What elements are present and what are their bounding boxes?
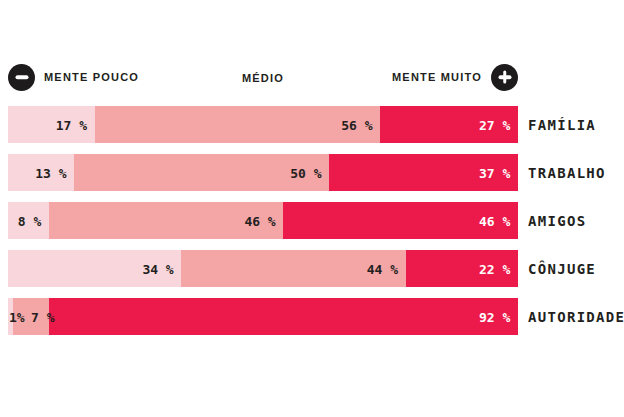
legend-group-high: MENTE MUITO — [392, 64, 518, 91]
value-label: 44 % — [367, 261, 398, 276]
category-label: CÔNJUGE — [528, 261, 596, 277]
minus-icon — [8, 64, 35, 91]
category-label: FAMÍLIA — [528, 117, 596, 133]
legend: MÉDIO MENTE POUCO MENTE MUITO — [8, 63, 518, 91]
chart-row: 13 % 50 % 37 % TRABALHO — [8, 154, 624, 191]
stacked-bar: 13 % 50 % 37 % — [8, 154, 518, 191]
chart-row: 8 % 46 % 46 % AMIGOS — [8, 202, 624, 239]
stacked-bar: 34 % 44 % 22 % — [8, 250, 518, 287]
value-label: 7 % — [31, 309, 54, 324]
value-label: 92 % — [479, 309, 510, 324]
legend-label-medio: MÉDIO — [242, 72, 284, 84]
value-label: 17 % — [56, 117, 87, 132]
value-label: 37 % — [479, 165, 510, 180]
legend-group-low: MENTE POUCO — [8, 64, 139, 91]
plus-icon — [491, 64, 518, 91]
bar-rows: 17 % 56 % 27 % FAMÍLIA 13 % 50 % 37 % TRABALHO 8… — [8, 106, 624, 346]
category-label: AUTORIDADES — [528, 309, 624, 325]
value-label: 50 % — [290, 165, 321, 180]
value-label: 22 % — [479, 261, 510, 276]
value-label: 13 % — [35, 165, 66, 180]
chart-row: 17 % 56 % 27 % FAMÍLIA — [8, 106, 624, 143]
legend-label-mente-pouco: MENTE POUCO — [44, 71, 139, 83]
value-label: 1% — [9, 309, 25, 324]
value-label: 34 % — [142, 261, 173, 276]
category-label: AMIGOS — [528, 213, 586, 229]
stacked-bar: 8 % 46 % 46 % — [8, 202, 518, 239]
bar-segment-high — [49, 298, 518, 335]
value-label: 8 % — [18, 213, 41, 228]
stacked-bar: 17 % 56 % 27 % — [8, 106, 518, 143]
stacked-bar: 1% 7 % 92 % — [8, 298, 518, 335]
bar-segment-mid — [95, 106, 381, 143]
value-label: 56 % — [341, 117, 372, 132]
value-label: 27 % — [479, 117, 510, 132]
value-label: 46 % — [244, 213, 275, 228]
infographic-stacked-bar-chart: MÉDIO MENTE POUCO MENTE MUITO 17 % 56 % 27… — [0, 0, 624, 417]
chart-row: 34 % 44 % 22 % CÔNJUGE — [8, 250, 624, 287]
legend-label-mente-muito: MENTE MUITO — [392, 71, 482, 83]
category-label: TRABALHO — [528, 165, 606, 181]
chart-row: 1% 7 % 92 % AUTORIDADES — [8, 298, 624, 335]
value-label: 46 % — [479, 213, 510, 228]
